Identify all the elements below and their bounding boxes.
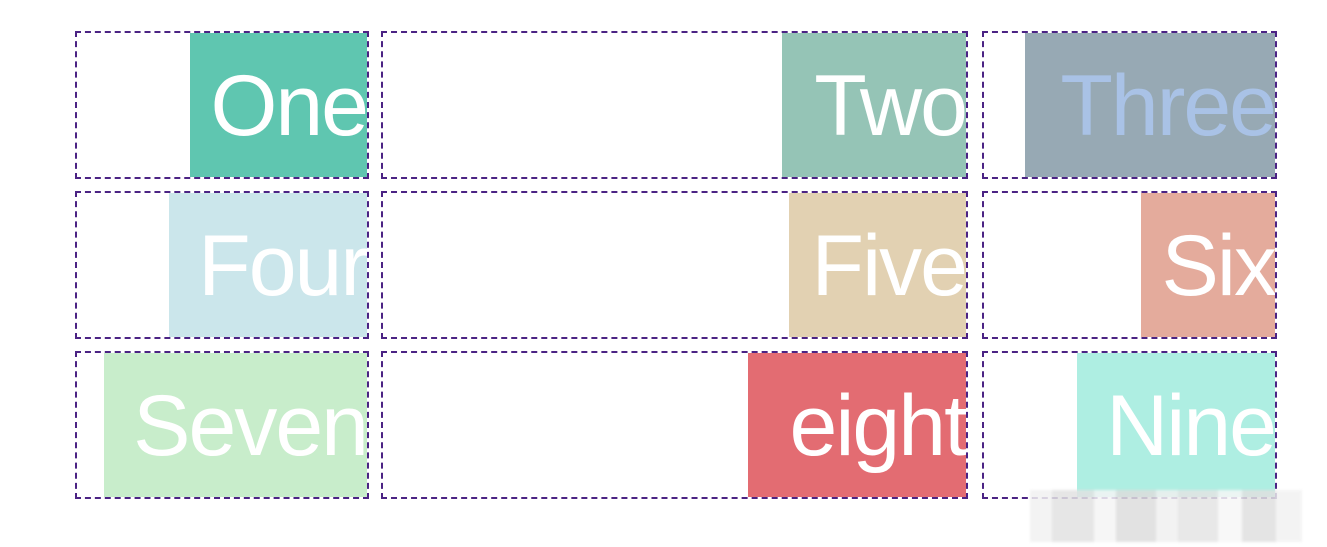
item-six: Six — [1141, 193, 1275, 337]
item-five-label: Five — [811, 218, 966, 314]
item-six-label: Six — [1161, 218, 1275, 314]
grid-cell-4: Four — [75, 191, 369, 339]
item-eight-label: eight — [789, 378, 967, 474]
item-eight: eight — [748, 353, 966, 497]
grid-cell-8: eight — [381, 351, 968, 499]
blurred-watermark — [1030, 490, 1302, 542]
item-two: Two — [782, 33, 966, 177]
item-three: Three — [1025, 33, 1275, 177]
item-nine: Nine — [1077, 353, 1275, 497]
item-four-label: Four — [198, 218, 367, 314]
item-one: One — [190, 33, 367, 177]
item-two-label: Two — [814, 58, 966, 154]
grid-cell-1: One — [75, 31, 369, 179]
grid-cell-9: Nine — [982, 351, 1277, 499]
item-seven-label: Seven — [133, 378, 367, 474]
grid-cell-7: Seven — [75, 351, 369, 499]
item-five: Five — [789, 193, 966, 337]
grid-cell-3: Three — [982, 31, 1277, 179]
item-seven: Seven — [104, 353, 367, 497]
item-nine-label: Nine — [1106, 378, 1275, 474]
item-three-label: Three — [1060, 58, 1275, 154]
item-four: Four — [169, 193, 367, 337]
grid-cell-6: Six — [982, 191, 1277, 339]
grid-cell-5: Five — [381, 191, 968, 339]
grid-cell-2: Two — [381, 31, 968, 179]
item-one-label: One — [210, 58, 367, 154]
